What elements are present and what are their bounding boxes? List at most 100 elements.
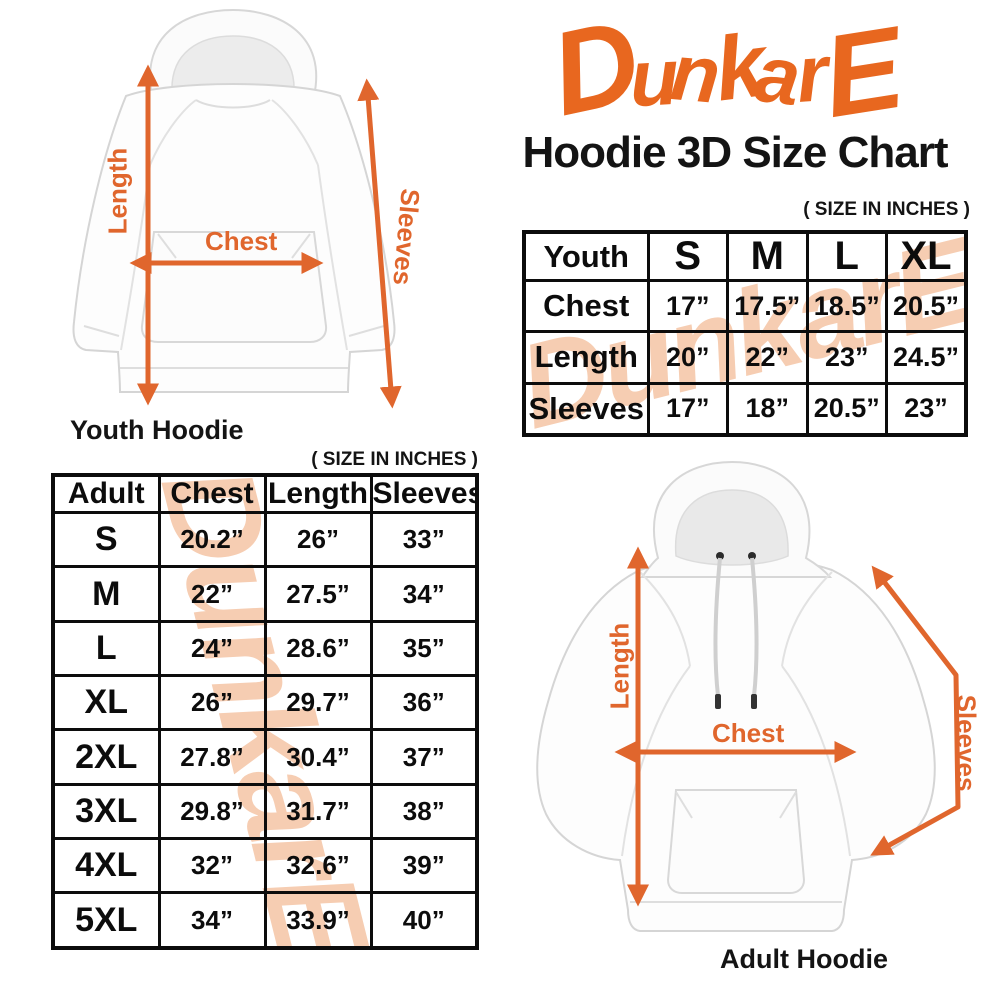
size-value: 28.6” [263,619,373,678]
row-label: 5XL [51,891,161,950]
size-value: 34” [157,891,267,950]
size-value: 31.7” [263,782,373,841]
adult-size-table-wrap: DunkarE Adult Chest Length Sleeves S 20.2” 26”… [51,473,479,950]
size-value: 39” [369,837,479,895]
size-value: 27.5” [263,565,373,623]
row-label: Chest [522,278,650,334]
adult-measure-arrows [614,546,961,907]
size-value: 17” [646,381,729,437]
hood-interior [674,489,789,566]
adult-hoodie-drawing [536,460,936,932]
table-row: Length 20” 22” 23” 24.5” [522,330,968,385]
youth-size-table-wrap: DunkarE Youth S M L XL Chest 17” 17.5” 18.5” 20.5… [522,230,968,437]
adult-hoodie-image [536,460,961,932]
size-value: 40” [369,891,479,950]
size-value: 17.5” [726,278,809,334]
table-row: 3XL 29.8” 31.7” 38” [51,782,479,841]
size-note-youth: ( SIZE IN INCHES ) [803,199,970,220]
column-header: XL [885,230,968,282]
size-value: 20.2” [157,510,267,569]
size-value: 20.5” [805,381,888,437]
table-row: M 22” 27.5” 34” [51,565,479,623]
row-label: Sleeves [522,381,650,437]
size-value: 20.5” [885,278,968,334]
adult-hoodie-figure: Length Chest Sleeves Adult Hoodie [480,450,1000,995]
header-row: Adult Chest Length Sleeves [51,473,479,514]
size-value: 24.5” [885,330,968,385]
table-row: 5XL 34” 33.9” 40” [51,891,479,950]
size-value: 23” [885,381,968,437]
column-header: L [805,230,888,282]
size-value: 29.8” [157,782,267,841]
neckline [195,99,271,109]
table-row: XL 26” 29.7” 36” [51,674,479,732]
row-label: L [51,619,161,678]
row-label: M [51,565,161,623]
table-row: Sleeves 17” 18” 20.5” 23” [522,381,968,437]
size-value: 23” [805,330,888,385]
youth-length-label: Length [102,147,133,235]
pocket-shape [666,789,806,894]
row-label: XL [51,674,161,732]
size-value: 29.7” [263,674,373,732]
size-value: 18.5” [805,278,888,334]
column-header: Adult [51,473,161,514]
size-value: 33” [369,510,479,569]
column-header: M [726,230,809,282]
size-value: 26” [157,674,267,732]
table-row: 2XL 27.8” 30.4” 37” [51,728,479,786]
adult-caption: Adult Hoodie [720,944,888,974]
drawstrings [713,552,759,709]
adult-chest-label: Chest [712,718,785,748]
size-value: 22” [726,330,809,385]
size-value: 36” [369,674,479,732]
table-row: L 24” 28.6” 35” [51,619,479,678]
table-row: 4XL 32” 32.6” 39” [51,837,479,895]
size-value: 22” [157,565,267,623]
adult-size-table: Adult Chest Length Sleeves S 20.2” 26” 33” M 22” 2… [51,473,479,950]
youth-measure-arrows [129,64,402,409]
column-header: Sleeves [369,473,479,514]
size-value: 24” [157,619,267,678]
size-value: 34” [369,565,479,623]
adult-sleeves-label: Sleeves [951,694,982,792]
column-header: Chest [157,473,267,514]
size-value: 17” [646,278,729,334]
youth-hoodie-image [72,8,402,409]
size-value: 32.6” [263,837,373,895]
size-value: 38” [369,782,479,841]
row-label: 4XL [51,837,161,895]
size-value: 30.4” [263,728,373,786]
row-label: 2XL [51,728,161,786]
pocket-openings [675,791,797,819]
header-row: Youth S M L XL [522,230,968,282]
size-value: 33.9” [263,891,373,950]
size-value: 32” [157,837,267,895]
table-row: S 20.2” 26” 33” [51,510,479,569]
size-value: 37” [369,728,479,786]
size-value: 26” [263,510,373,569]
size-value: 18” [726,381,809,437]
size-note-adult: ( SIZE IN INCHES ) [311,449,478,470]
page-title: Hoodie 3D Size Chart [522,128,949,177]
size-value: 20” [646,330,729,385]
row-label: Length [522,330,650,385]
youth-caption: Youth Hoodie [70,415,244,445]
youth-size-table: Youth S M L XL Chest 17” 17.5” 18.5” 20.5” Length 2… [522,230,968,437]
size-value: 35” [369,619,479,678]
column-header: Length [263,473,373,514]
size-value: 27.8” [157,728,267,786]
column-header: Youth [522,230,650,282]
table-row: Chest 17” 17.5” 18.5” 20.5” [522,278,968,334]
column-header: S [646,230,729,282]
youth-hoodie-figure: Length Chest Sleeves Youth Hoodie [0,0,470,450]
adult-length-label: Length [604,622,635,710]
youth-chest-label: Chest [205,226,278,256]
sleeves-arrow [870,565,961,856]
youth-sleeves-label: Sleeves [387,187,426,287]
row-label: S [51,510,161,569]
row-label: 3XL [51,782,161,841]
sleeves-arrow [357,78,402,409]
